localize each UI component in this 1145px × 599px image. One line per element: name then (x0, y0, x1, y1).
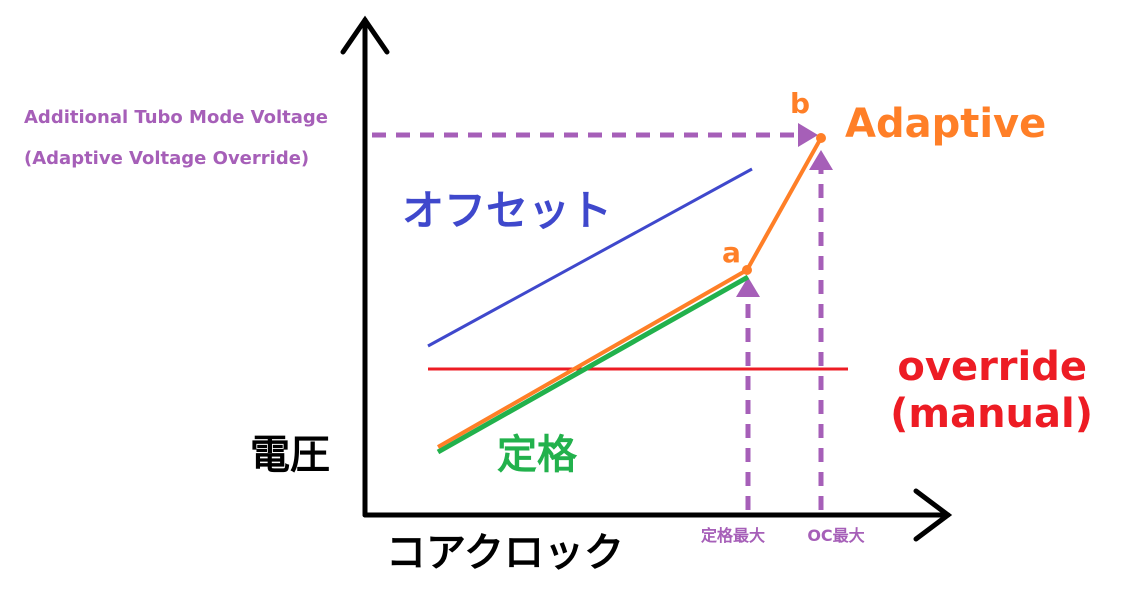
x-marker-label: 定格最大 (700, 526, 765, 545)
axes (340, 15, 953, 542)
rated-line (436, 274, 750, 455)
point-b (816, 133, 826, 143)
annotation: (Adaptive Voltage Override) (24, 148, 309, 169)
guide-arrowhead (809, 150, 833, 170)
line-label: Adaptive (845, 101, 1046, 147)
y-axis-label: 電圧 (250, 432, 330, 478)
line-label: 定格 (497, 432, 578, 478)
x-arrowhead (913, 488, 953, 542)
line-label: オフセット (402, 186, 612, 235)
adaptive-line (437, 137, 823, 449)
x-marker-label: OC最大 (807, 526, 864, 545)
point-a (742, 265, 752, 275)
guide-arrowhead (736, 277, 760, 297)
point-label: a (722, 236, 741, 269)
line-label: override (897, 344, 1087, 390)
offset-line (427, 167, 753, 348)
point-label: b (790, 87, 810, 120)
line-label: (manual) (890, 391, 1093, 437)
x-axis-label: コアクロック (386, 530, 624, 576)
y-arrowhead (340, 15, 390, 55)
guide-arrowhead (798, 123, 818, 147)
annotation: Additional Tubo Mode Voltage (24, 107, 328, 128)
